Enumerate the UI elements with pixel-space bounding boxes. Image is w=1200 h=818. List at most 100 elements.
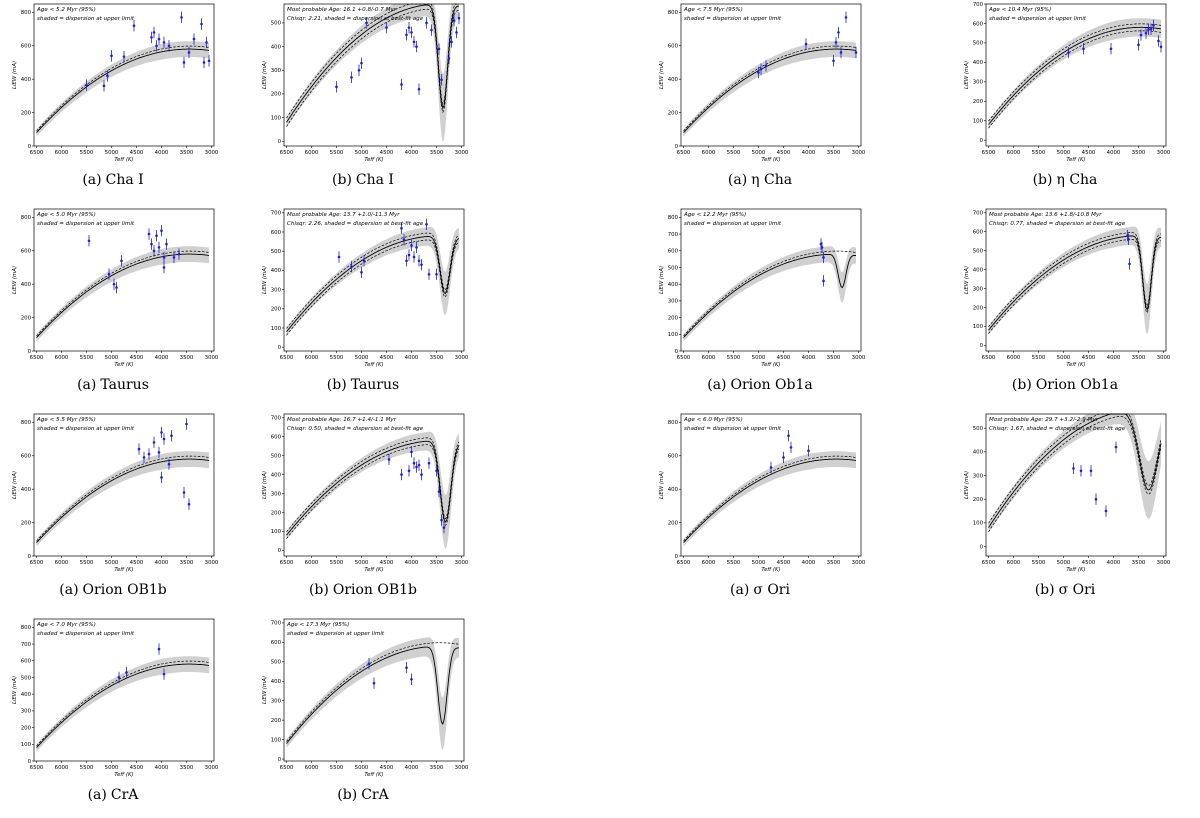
x-tick-label: 5500 [727,355,741,361]
x-tick-label: 4500 [380,150,394,156]
x-tick-label: 6500 [30,560,44,566]
x-tick-label: 5000 [752,150,766,156]
model-curve-dashed-lower [286,444,460,539]
data-point [385,21,388,34]
axes-frame [283,618,465,762]
x-tick-label: 3500 [180,150,194,156]
dispersion-band [36,246,209,342]
data-point [435,465,438,477]
data-point [1149,23,1153,35]
axes-frame [985,413,1167,557]
y-tick-label: 800 [21,10,32,16]
y-tick-label: 800 [668,10,679,16]
caption-prefix: (a) [77,377,97,393]
dispersion-band [988,226,1161,335]
y-tick-label: 200 [21,725,32,731]
axes-frame [985,208,1167,352]
data-point [844,11,848,24]
axes-frame [283,3,465,147]
x-axis-label: Teff (K) [761,362,780,368]
data-point [365,17,368,29]
data-point [125,666,128,679]
y-tick-label: 300 [668,299,679,305]
y-tick-label: 700 [21,642,32,648]
y-tick-label: 400 [973,60,984,66]
data-point [152,245,156,257]
y-axis-label: LiEW (mA) [12,266,18,294]
data-point [450,36,453,48]
model-curve-dashed [683,455,857,542]
y-tick-label: 100 [973,324,984,330]
x-tick-label: 5500 [80,560,94,566]
x-tick-label: 3500 [1132,355,1146,361]
data-point [405,29,408,41]
data-point [162,261,166,274]
data-point [420,468,423,481]
y-tick-label: 400 [668,487,679,493]
y-axis-label: LiEW (mA) [964,471,970,499]
data-point [457,12,461,24]
annotation-text: Age < 5.5 Myr (95%) [36,417,96,423]
data-point [202,56,206,69]
y-tick-label: 0 [28,554,32,560]
data-point [822,275,825,287]
y-tick-label: 600 [973,21,984,27]
x-tick-label: 6500 [982,355,996,361]
x-axis-label: Teff (K) [364,157,383,163]
y-tick-label: 500 [973,426,984,432]
data-point [769,461,773,474]
y-tick-label: 600 [973,230,984,236]
x-tick-label: 4500 [130,560,144,566]
caption-prefix: (b) [1034,582,1055,598]
data-point [854,46,858,59]
x-tick-label: 6500 [280,560,294,566]
data-point [110,50,113,62]
chart-svg: 0 100 200 300 400 500 600 700 800 6500 6000 5500 500… [12,618,219,778]
y-tick-label: 200 [668,520,679,526]
x-tick-label: 5000 [752,355,766,361]
x-tick-label: 6000 [702,150,716,156]
data-point [157,241,161,254]
panel-caption: (a) Cha I [8,172,218,188]
annotation-text: shaded = dispersion at upper limit [287,631,385,637]
data-point [407,465,411,477]
data-point [360,266,363,279]
data-point [1089,465,1093,477]
y-axis-label: LiEW (mA) [262,676,268,704]
data-point [820,241,824,254]
caption-name: Taurus [350,377,400,393]
y-tick-label: 700 [271,211,282,217]
data-point [160,471,163,484]
x-tick-label: 4500 [380,560,394,566]
x-tick-label: 5000 [105,560,119,566]
caption-prefix: (b) [332,172,352,188]
x-tick-label: 5500 [1032,560,1046,566]
y-tick-label: 400 [21,282,32,288]
data-point [400,222,403,234]
data-point [182,56,186,69]
x-tick-label: 3500 [827,560,841,566]
x-tick-label: 4000 [155,765,169,771]
data-point [1082,43,1085,55]
data-point [152,26,156,39]
data-point [1127,233,1130,245]
x-tick-label: 3000 [852,150,866,156]
data-point [410,26,413,39]
data-point [1079,465,1083,477]
data-point [162,668,166,680]
data-point [455,26,458,39]
dispersion-band [683,246,856,342]
y-axis-label: LiEW (mA) [659,471,665,499]
chart-svg: 0 200 400 600 800 6500 6000 5500 5000 4500 4000 350… [12,3,219,163]
x-tick-label: 6500 [280,355,294,361]
chart-panel: 0 200 400 600 800 6500 6000 5500 5000 4500 4000 350… [655,0,866,198]
caption-prefix: (b) [337,787,358,803]
x-axis-label: Teff (K) [364,772,383,778]
x-tick-label: 4000 [405,765,419,771]
caption-prefix: (b) [1011,377,1032,393]
data-point [177,248,181,260]
panel-caption: (a) Taurus [8,377,218,393]
x-tick-label: 5000 [1057,560,1071,566]
y-tick-label: 200 [21,520,32,526]
